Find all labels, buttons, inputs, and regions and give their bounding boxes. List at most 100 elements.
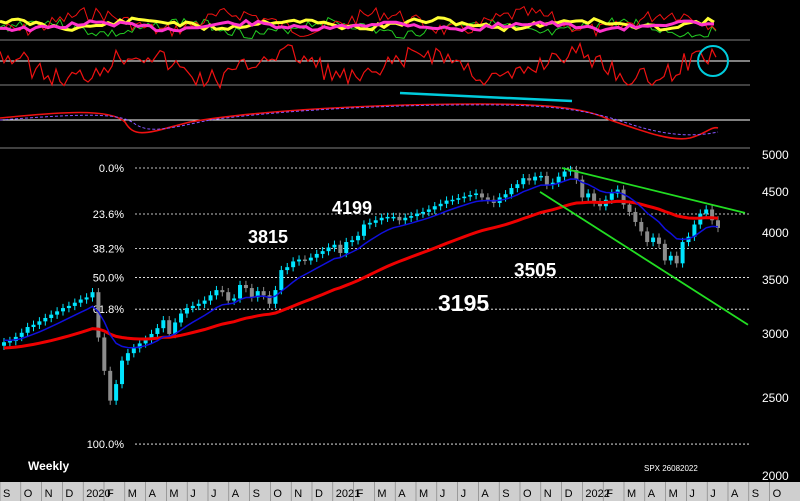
- candle-body: [302, 259, 307, 262]
- candle-body: [450, 199, 455, 202]
- candle-body: [586, 193, 591, 198]
- adx-line: [0, 16, 715, 33]
- candle-body: [456, 198, 461, 200]
- time-tick-label: A: [481, 488, 489, 500]
- candle-body: [43, 317, 48, 322]
- time-tick-label: J: [190, 488, 196, 500]
- price-tick-label: 4500: [762, 185, 789, 199]
- candle-body: [645, 231, 650, 243]
- candle-body: [2, 342, 6, 346]
- candle-body: [131, 348, 136, 354]
- footer-tag: SPX 26082022: [644, 464, 698, 473]
- time-tick-label: A: [149, 488, 157, 500]
- candle-body: [356, 235, 361, 241]
- candle-body: [468, 195, 473, 197]
- period-label: Weekly: [28, 459, 69, 473]
- candle-body: [19, 332, 24, 337]
- price-axis-background: [750, 0, 800, 480]
- candle-body: [291, 261, 296, 268]
- candle-body: [474, 193, 479, 196]
- candle-body: [574, 170, 579, 180]
- candle-body: [255, 291, 260, 298]
- candle-body: [232, 298, 237, 301]
- price-annotation: 3505: [514, 260, 557, 281]
- candle-body: [308, 257, 313, 261]
- time-tick-label: J: [461, 488, 467, 500]
- candle-body: [279, 270, 284, 291]
- candle-body: [668, 255, 673, 261]
- candle-body: [515, 184, 520, 189]
- macd-signal-line: [0, 104, 719, 136]
- candle-body: [120, 360, 125, 385]
- time-tick-label: A: [648, 488, 656, 500]
- candle-body: [479, 193, 484, 198]
- candle-body: [267, 295, 272, 304]
- highlight-circle: [697, 45, 729, 77]
- candle-body: [114, 384, 119, 401]
- candle-body: [173, 322, 178, 334]
- candle-body: [220, 290, 225, 293]
- candle-body: [25, 327, 30, 333]
- candle-body: [326, 247, 331, 252]
- candle-body: [155, 328, 160, 334]
- candle-body: [84, 297, 89, 300]
- candle-body: [662, 243, 667, 261]
- candle-body: [609, 193, 614, 200]
- candle-body: [361, 224, 366, 236]
- candle-body: [485, 197, 490, 200]
- candle-body: [332, 244, 337, 248]
- candle-body: [633, 211, 638, 222]
- price-annotation: 3195: [438, 290, 489, 316]
- candle-body: [674, 255, 679, 264]
- candle-body: [149, 333, 154, 340]
- upper-trendline: [561, 167, 746, 214]
- candle-body: [527, 178, 532, 181]
- candle-body: [196, 303, 201, 306]
- candle-body: [72, 302, 77, 306]
- time-tick-label: 2020: [86, 488, 110, 500]
- candle-body: [444, 200, 449, 204]
- time-tick-label: M: [419, 488, 428, 500]
- candle-body: [184, 308, 189, 314]
- candle-body: [627, 204, 632, 212]
- candle-body: [562, 171, 567, 177]
- candle-body: [544, 175, 549, 185]
- fib-level-label: 23.6%: [93, 209, 124, 221]
- time-tick-label: A: [398, 488, 406, 500]
- candle-body: [462, 196, 467, 199]
- macd-line: [0, 103, 719, 140]
- macd-trendline: [399, 91, 573, 103]
- candlesticks: [2, 165, 720, 405]
- candle-body: [249, 288, 254, 298]
- candle-body: [314, 253, 319, 258]
- candle-body: [108, 370, 113, 401]
- candle-body: [61, 308, 66, 312]
- price-tick-label: 2000: [762, 469, 789, 483]
- candle-body: [704, 209, 709, 214]
- time-tick-label: 2022: [585, 488, 609, 500]
- price-annotation: 3815: [248, 227, 288, 247]
- price-annotation: 4199: [332, 198, 372, 218]
- time-tick-label: O: [523, 488, 532, 500]
- candle-body: [102, 337, 107, 371]
- price-tick-label: 3000: [762, 327, 789, 341]
- candle-body: [179, 313, 184, 323]
- ema-fast-line: [3, 178, 719, 349]
- fib-level-label: 61.8%: [93, 304, 124, 316]
- candle-body: [385, 216, 390, 219]
- time-tick-label: N: [45, 488, 53, 500]
- candle-body: [379, 217, 384, 221]
- candle-body: [580, 179, 585, 198]
- candle-body: [143, 339, 148, 344]
- candle-body: [96, 292, 101, 338]
- candle-body: [350, 240, 355, 243]
- time-tick-label: O: [273, 488, 282, 500]
- candle-body: [409, 216, 414, 218]
- candle-body: [208, 295, 213, 301]
- candle-body: [90, 292, 95, 298]
- candle-body: [533, 176, 538, 181]
- trend-channel: [539, 167, 749, 326]
- candle-body: [639, 221, 644, 232]
- time-tick-label: S: [253, 488, 260, 500]
